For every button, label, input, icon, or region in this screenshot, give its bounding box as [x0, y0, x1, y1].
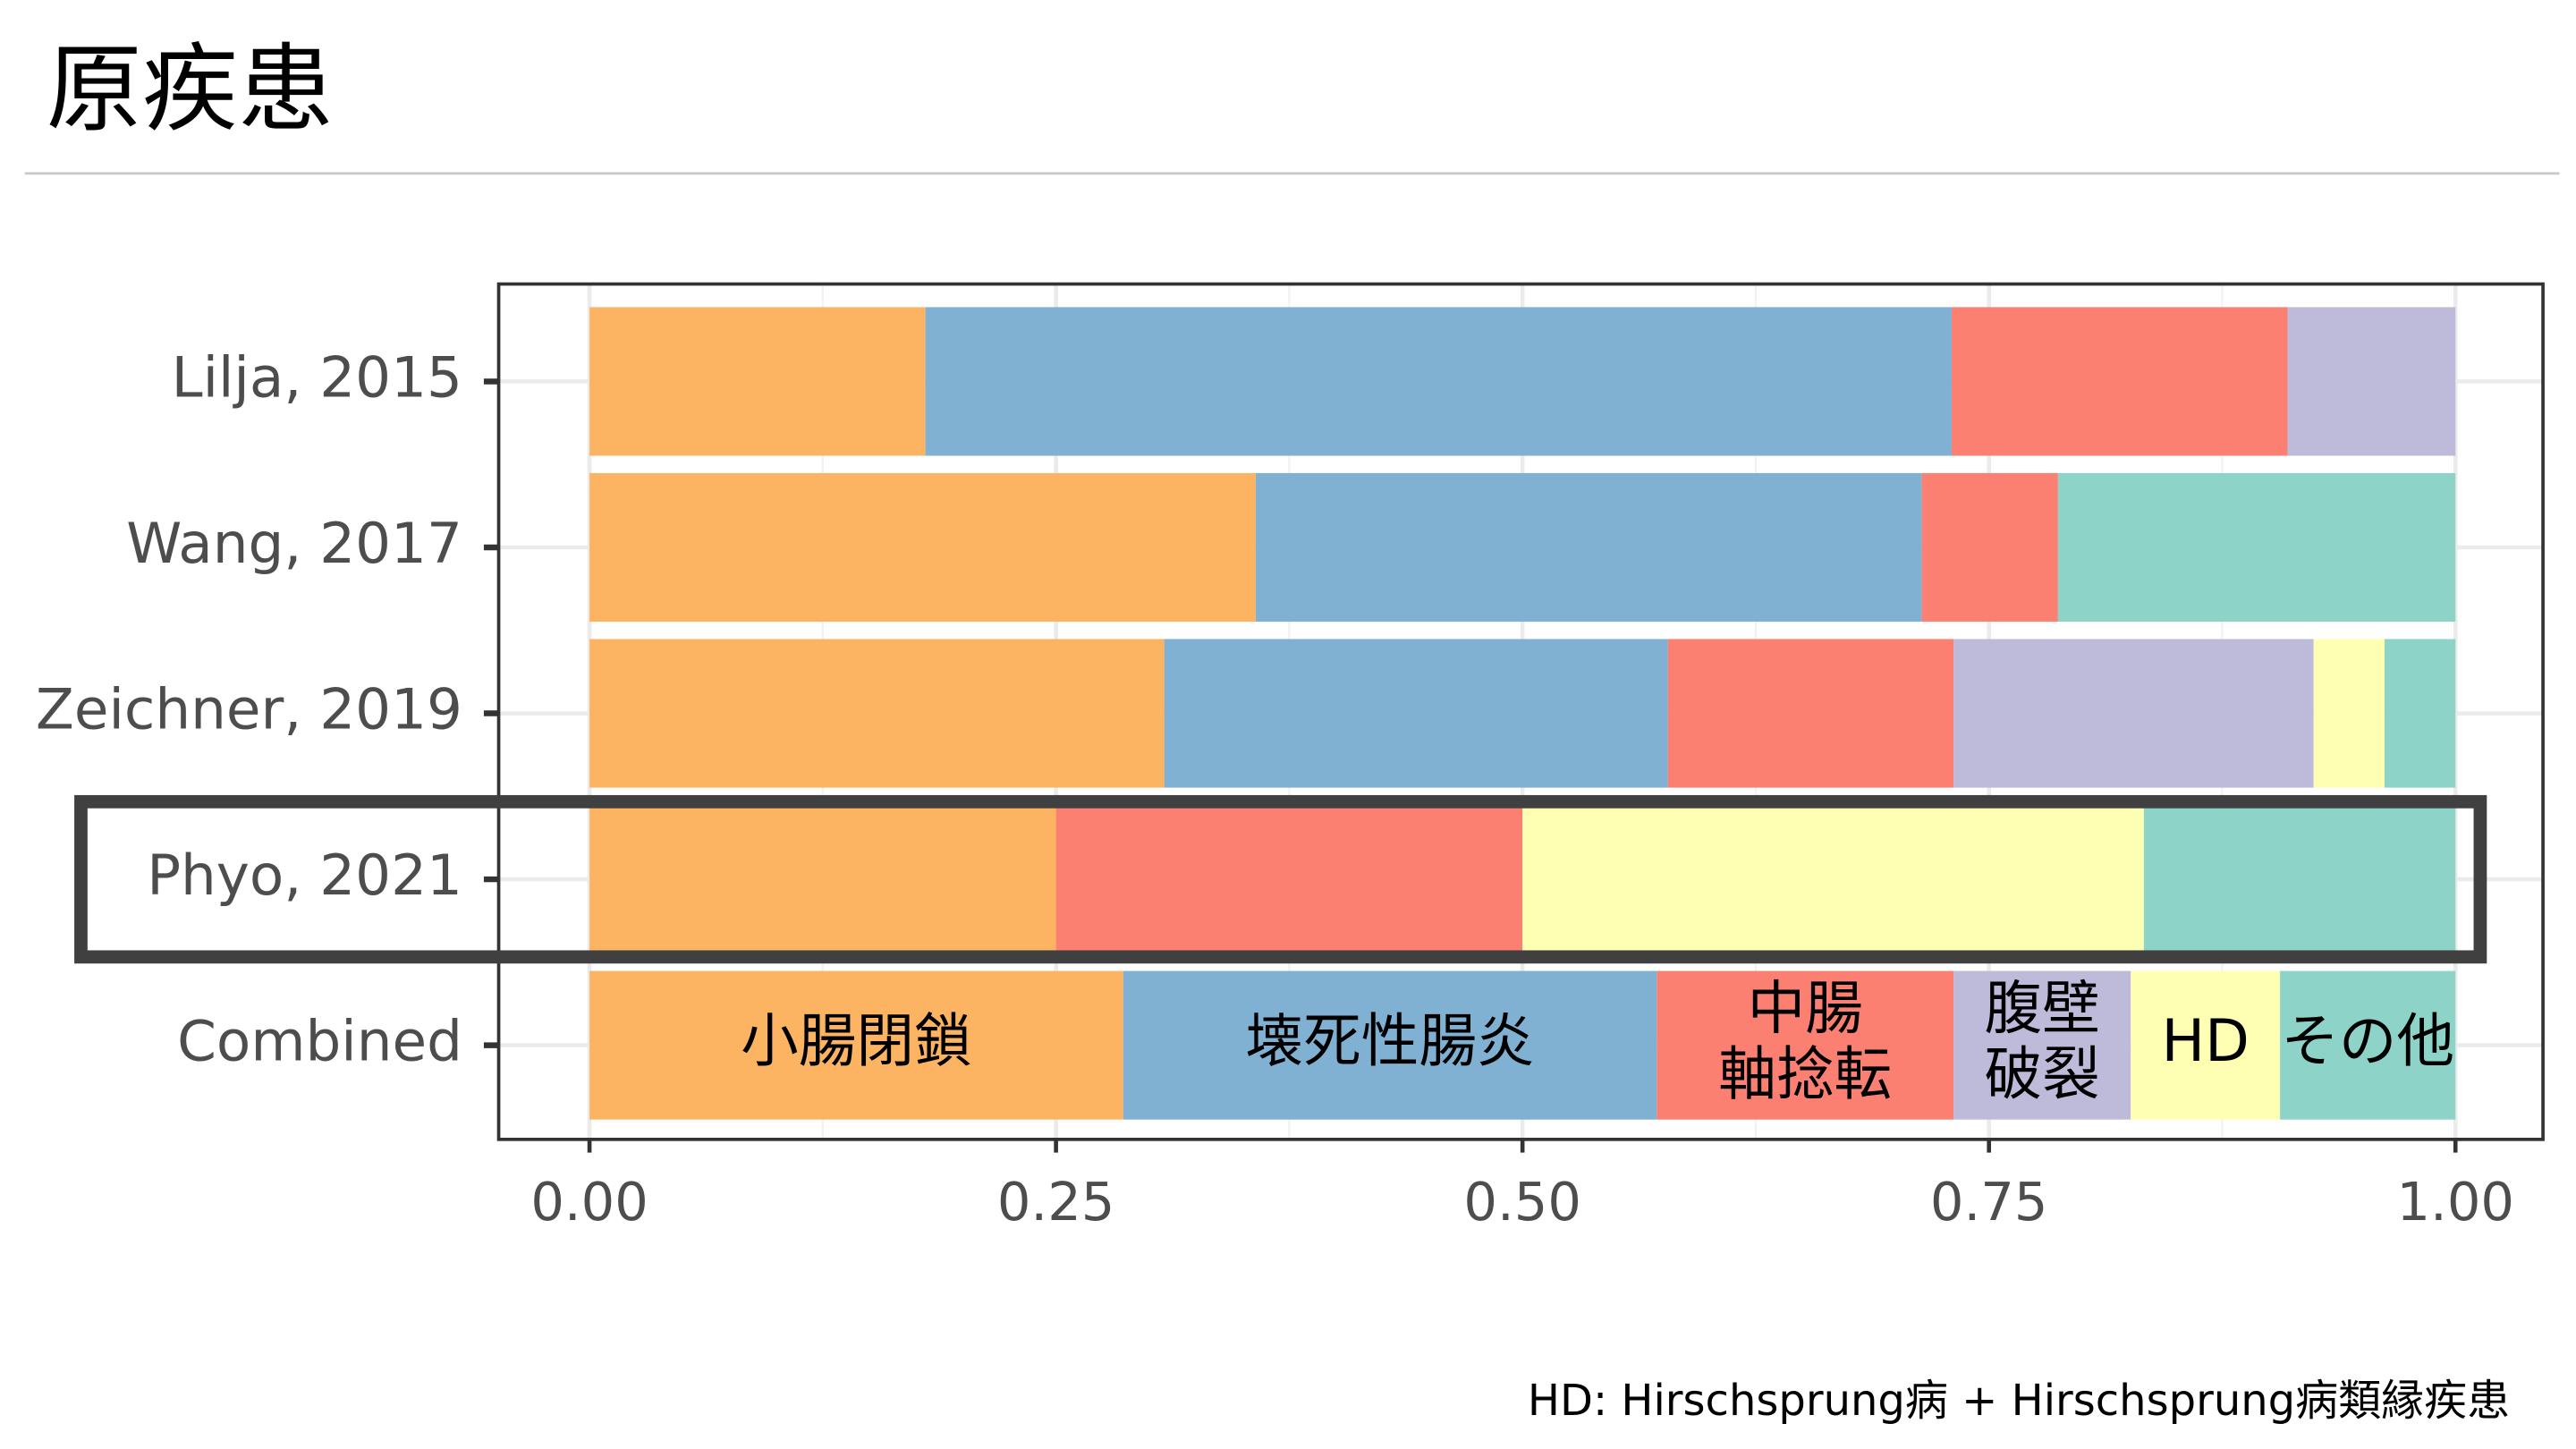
bar-segment [589, 639, 1165, 788]
segment-label: HD [2162, 1008, 2250, 1075]
y-tick-label: Lilja, 2015 [172, 345, 462, 411]
bar-segment [589, 805, 1056, 954]
bar-segment [589, 307, 926, 456]
y-tick-label: Phyo, 2021 [147, 843, 462, 908]
bar-segment [1951, 307, 2288, 456]
bar-segment [1255, 472, 1922, 623]
x-tick-label: 0.00 [530, 1171, 648, 1233]
y-tick-label: Zeichner, 2019 [36, 677, 462, 742]
caption: HD: Hirschsprung病 + Hirschsprung病類縁疾患 [1528, 1376, 2510, 1426]
y-tick-label: Wang, 2017 [126, 511, 462, 576]
plot-border [496, 282, 2545, 1141]
bar-segment [1164, 639, 1668, 788]
bar-segment [2143, 805, 2456, 954]
bar-segment [589, 970, 1123, 1120]
bar-segment [1657, 970, 1954, 1120]
x-tick-label: 1.00 [2396, 1171, 2514, 1233]
bar-segment [2280, 970, 2456, 1120]
y-tick-label: Combined [177, 1009, 462, 1074]
segment-label: 小腸閉鎖 [741, 1008, 971, 1075]
bar-segment [925, 307, 1952, 456]
segment-label: 破裂 [1985, 1041, 2100, 1108]
segment-label: 軸捻転 [1718, 1041, 1892, 1108]
segment-label: 中腸 [1748, 975, 1863, 1042]
bar-segment [1953, 639, 2314, 788]
bar-segment [1667, 639, 1954, 788]
bar-segment [2384, 639, 2456, 788]
highlight-box [74, 794, 2487, 964]
x-tick-label: 0.75 [1930, 1171, 2048, 1233]
bar-segment [2131, 970, 2281, 1120]
chart-title: 原疾患 [47, 34, 334, 145]
segment-label: 壊死性腸炎 [1246, 1008, 1535, 1075]
bar-segment [1921, 472, 2058, 623]
x-tick-label: 0.50 [1463, 1171, 1581, 1233]
segment-label: 腹壁 [1985, 975, 2100, 1042]
bar-segment [1055, 805, 1523, 954]
segment-label: その他 [2281, 1008, 2454, 1075]
bar-segment [2287, 307, 2456, 456]
bar-segment [2057, 472, 2456, 623]
bar-segment [589, 472, 1256, 623]
bar-segment [1953, 970, 2131, 1120]
bar-segment [1123, 970, 1657, 1120]
bar-segment [1522, 805, 2144, 954]
x-tick-label: 0.25 [997, 1171, 1115, 1233]
bar-segment [2313, 639, 2385, 788]
